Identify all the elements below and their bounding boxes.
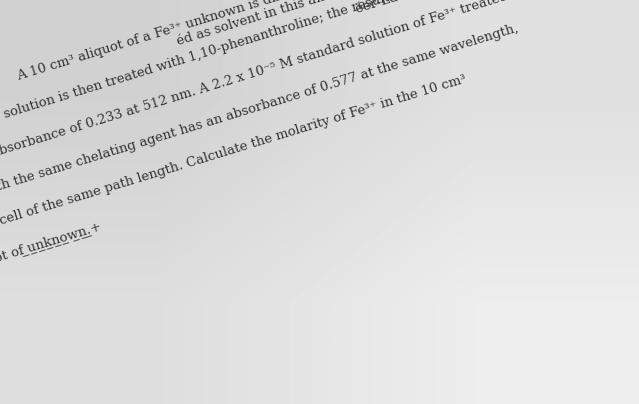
- Text: solution is then treated with 1,10-phenanthroline; the resulting complex ion has: solution is then treated with 1,10-phena…: [3, 0, 539, 121]
- Text: éd as solvent in this analysis?: éd as solvent in this analysis?: [175, 0, 369, 48]
- Text: in a cell of the same path length. Calculate the molarity of Fe³⁺ in the 10 cm³: in a cell of the same path length. Calcu…: [0, 73, 468, 236]
- Text: aliquot of ̲u̲n̲k̲n̲o̲w̲n̲.̲+: aliquot of ̲u̲n̲k̲n̲o̲w̲n̲.̲+: [0, 220, 103, 275]
- Text: A 10 cm³ aliquot of a Fe³⁺ unknown is diluted to 50 cm³. A 5 cm³ portion of this: A 10 cm³ aliquot of a Fe³⁺ unknown is di…: [15, 0, 527, 83]
- Text: éer-Lambert law break down?: éer-Lambert law break down?: [354, 0, 551, 16]
- Text: absorbance of 0.233 at 512 nm. A 2.2 x 10⁻⁵ M standard solution of Fe³⁺ treated: absorbance of 0.233 at 512 nm. A 2.2 x 1…: [0, 0, 509, 160]
- Text: with the same chelating agent has an absorbance of 0.577 at the same wavelength,: with the same chelating agent has an abs…: [0, 22, 520, 198]
